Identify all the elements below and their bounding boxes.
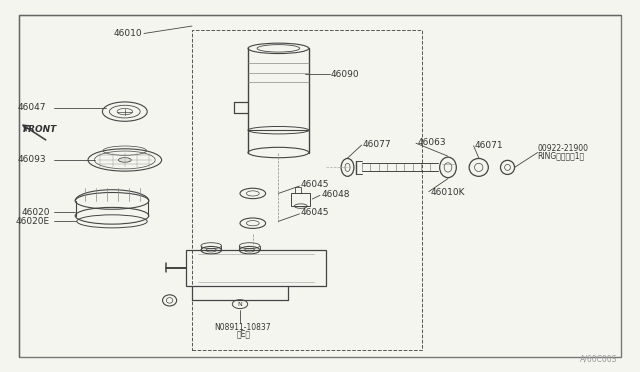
Text: N: N — [237, 302, 243, 307]
Bar — [291, 193, 310, 206]
Text: 46010K: 46010K — [430, 188, 465, 197]
Text: 46020: 46020 — [21, 208, 50, 217]
Text: 46020E: 46020E — [16, 217, 50, 226]
Text: 46093: 46093 — [18, 155, 47, 164]
Text: RINGリング（1）: RINGリング（1） — [538, 151, 585, 160]
Text: 46077: 46077 — [363, 140, 392, 149]
Text: 46071: 46071 — [475, 141, 504, 150]
Text: 00922-21900: 00922-21900 — [538, 144, 589, 153]
Bar — [295, 187, 301, 193]
Text: A/60C00S: A/60C00S — [580, 355, 618, 363]
Circle shape — [232, 299, 248, 308]
Text: 46090: 46090 — [331, 70, 360, 79]
Text: N08911-10837: N08911-10837 — [214, 323, 271, 332]
Bar — [186, 250, 326, 286]
Text: 46063: 46063 — [417, 138, 446, 147]
Text: 46045: 46045 — [301, 180, 330, 189]
Text: 46010: 46010 — [113, 29, 142, 38]
Bar — [192, 30, 422, 350]
Text: 46047: 46047 — [18, 103, 47, 112]
Text: 46045: 46045 — [301, 208, 330, 217]
Text: FRONT: FRONT — [22, 125, 57, 134]
Text: 46048: 46048 — [321, 190, 350, 199]
Text: （E）: （E） — [236, 329, 250, 339]
